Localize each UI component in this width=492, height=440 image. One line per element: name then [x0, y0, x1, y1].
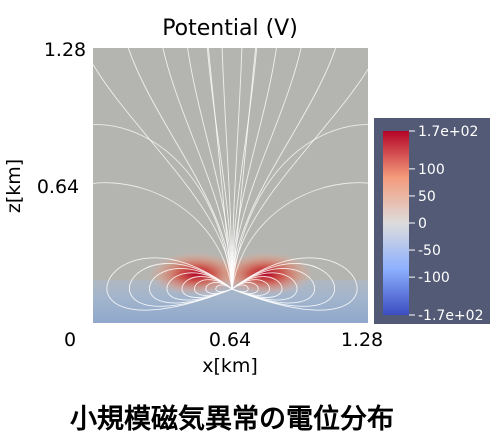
field-line — [231, 268, 316, 304]
field-line — [231, 48, 302, 290]
field-line — [181, 276, 233, 298]
y-tick-label: 0.64 — [37, 176, 79, 198]
x-tick-label: 0 — [64, 329, 76, 351]
field-line — [93, 124, 233, 290]
field-line — [231, 257, 358, 311]
field-line — [93, 182, 233, 290]
field-line — [207, 48, 233, 290]
y-axis-label: z[km] — [3, 159, 25, 213]
field-lines — [93, 48, 368, 311]
colorbar-tick-label: 100 — [418, 162, 445, 178]
field-line — [231, 182, 368, 290]
field-line — [231, 272, 298, 301]
colorbar-tick-label: 50 — [418, 189, 436, 205]
caption: 小規模磁気異常の電位分布 — [70, 403, 394, 435]
field-line — [231, 48, 277, 290]
colorbar-tick-label: -1.7e+02 — [418, 308, 483, 324]
colorbar-tick-label: 0 — [418, 216, 427, 232]
field-line — [231, 263, 336, 307]
x-tick-label: 1.28 — [341, 329, 383, 351]
field-line — [187, 48, 233, 290]
field-line — [231, 48, 258, 290]
field-line — [231, 48, 243, 290]
field-line — [127, 48, 233, 290]
colorbar-ticks: 1.7e+02 100 50 0 -50 -100 -1.7e+02 — [409, 124, 483, 324]
field-line — [231, 279, 270, 296]
field-line — [231, 276, 283, 298]
field-line — [162, 48, 233, 290]
field-line — [231, 124, 368, 290]
field-line — [148, 268, 233, 304]
colorbar: 1.7e+02 100 50 0 -50 -100 -1.7e+02 — [374, 118, 490, 324]
colorbar-tick-label: -100 — [418, 270, 450, 286]
field-line — [166, 272, 233, 301]
field-line — [194, 279, 233, 296]
field-line — [231, 48, 337, 290]
field-line — [106, 257, 233, 311]
chart-title: Potential (V) — [162, 16, 298, 41]
y-tick-label: 1.28 — [44, 39, 86, 61]
x-tick-label: 0.64 — [209, 329, 251, 351]
colorbar-gradient — [383, 131, 409, 315]
field-line — [231, 48, 257, 290]
field-line — [128, 263, 233, 307]
colorbar-tick-label: 1.7e+02 — [418, 124, 478, 140]
plot-area — [93, 48, 368, 323]
x-axis-label: x[km] — [202, 355, 258, 377]
field-line — [221, 48, 233, 290]
colorbar-tick-label: -50 — [418, 243, 441, 259]
